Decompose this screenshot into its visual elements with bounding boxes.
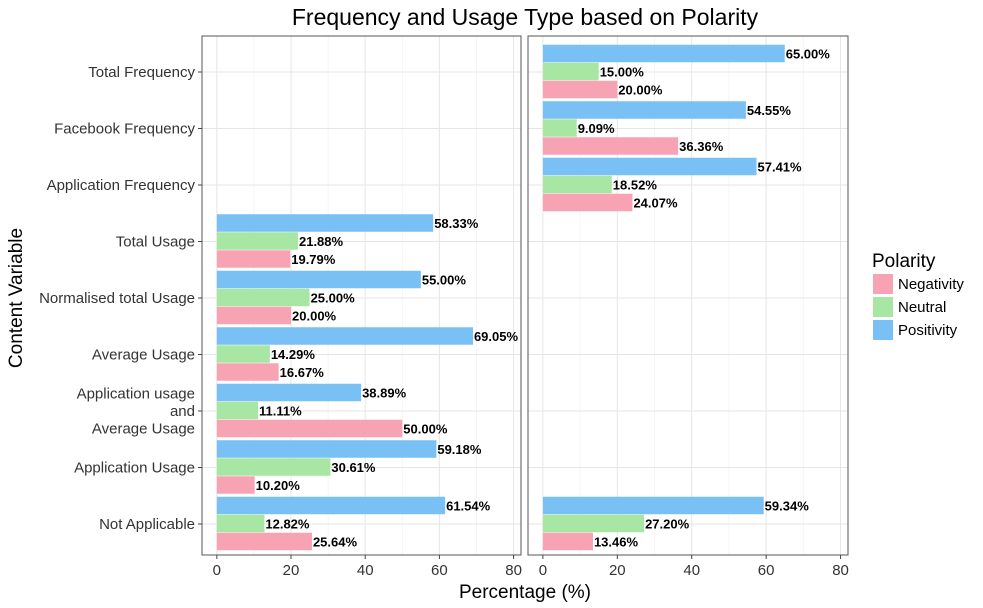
- bar-negativity-not-applicable: [542, 532, 593, 551]
- data-label-positivity: 58.33%: [434, 216, 479, 231]
- bar-neutral-average-usage: [216, 345, 270, 363]
- chart-title: Frequency and Usage Type based on Polari…: [292, 4, 759, 30]
- data-label-positivity: 55.00%: [422, 273, 467, 288]
- x-axis-title: Percentage (%): [459, 582, 591, 603]
- legend-swatch-positivity: [873, 320, 893, 340]
- data-label-positivity: 69.05%: [474, 329, 519, 344]
- bar-negativity-average-usage: [216, 363, 279, 381]
- x-tick-label: 80: [505, 562, 522, 579]
- x-tick-label: 40: [683, 562, 700, 579]
- x-tick-label: 0: [213, 562, 221, 579]
- panel-right: 20.00% 36.36% 24.07% 13.46% 15.00% 9.09% 18.52…: [527, 35, 849, 579]
- legend-label-negativity: Negativity: [898, 276, 964, 293]
- y-tick-label-facebook-frequency: Facebook Frequency: [54, 121, 195, 138]
- data-label-neutral: 15.00%: [600, 65, 645, 80]
- x-tick-label: 20: [283, 562, 300, 579]
- bar-positivity-application-usage-and-average-usage: [216, 383, 362, 402]
- y-tick-label-normalised-total-usage: Normalised total Usage: [39, 290, 195, 307]
- x-tick-label: 20: [609, 562, 626, 579]
- panel-left: 19.79% 20.00% 16.67% 50.00% 10.20% 25.64% 21.8…: [201, 35, 522, 579]
- data-label-negativity: 19.79%: [291, 252, 336, 267]
- data-label-neutral: 27.20%: [645, 517, 690, 532]
- bar-negativity-total-frequency: [542, 80, 618, 99]
- bar-positivity-not-applicable: [216, 496, 446, 515]
- data-label-negativity: 25.64%: [313, 535, 358, 550]
- data-label-neutral: 21.88%: [299, 234, 344, 249]
- bar-positivity-normalised-total-usage: [216, 270, 421, 289]
- panel-border: [527, 35, 849, 556]
- y-tick-label-total-usage: Total Usage: [116, 234, 195, 251]
- x-tick-label: 80: [832, 562, 849, 579]
- data-label-positivity: 59.18%: [437, 442, 482, 457]
- bar-neutral-total-usage: [216, 232, 298, 250]
- bar-neutral-application-usage-and-average-usage: [216, 401, 259, 420]
- data-label-positivity: 57.41%: [758, 160, 803, 175]
- data-label-neutral: 12.82%: [265, 517, 310, 532]
- data-label-negativity: 10.20%: [256, 478, 301, 493]
- data-label-positivity: 61.54%: [446, 499, 491, 514]
- data-label-positivity: 59.34%: [765, 499, 810, 514]
- data-label-neutral: 14.29%: [271, 347, 316, 362]
- bar-neutral-normalised-total-usage: [216, 288, 310, 307]
- data-label-positivity: 54.55%: [747, 103, 792, 118]
- y-axis-title: Content Variable: [6, 228, 27, 368]
- bar-negativity-normalised-total-usage: [216, 306, 292, 325]
- data-label-negativity: 16.67%: [280, 365, 325, 380]
- data-label-neutral: 9.09%: [578, 121, 615, 136]
- bar-negativity-facebook-frequency: [542, 137, 679, 155]
- bar-positivity-total-usage: [216, 214, 434, 232]
- data-label-negativity: 13.46%: [594, 535, 639, 550]
- data-label-negativity: 36.36%: [679, 139, 724, 154]
- y-axis-tick-labels: Total Frequency Facebook Frequency Applica…: [39, 64, 202, 533]
- bar-negativity-application-usage: [216, 476, 255, 494]
- legend-swatch-neutral: [873, 297, 893, 317]
- legend-label-neutral: Neutral: [898, 299, 946, 316]
- x-tick-label: 0: [539, 562, 547, 579]
- bar-positivity-application-frequency: [542, 157, 757, 176]
- y-tick-label-not-applicable: Not Applicable: [99, 516, 195, 533]
- bar-neutral-not-applicable: [542, 514, 645, 533]
- data-label-negativity: 20.00%: [618, 83, 663, 98]
- bar-positivity-average-usage: [216, 327, 473, 345]
- bar-negativity-application-frequency: [542, 193, 633, 212]
- bar-neutral-not-applicable: [216, 514, 265, 533]
- data-label-negativity: 50.00%: [403, 422, 448, 437]
- x-tick-label: 40: [357, 562, 374, 579]
- data-label-negativity: 24.07%: [633, 196, 678, 211]
- data-label-positivity: 65.00%: [786, 47, 831, 62]
- legend-label-positivity: Positivity: [898, 322, 958, 339]
- bar-neutral-facebook-frequency: [542, 119, 577, 137]
- data-label-positivity: 38.89%: [362, 386, 407, 401]
- panel-background: [528, 36, 848, 555]
- bar-positivity-not-applicable: [542, 496, 764, 515]
- panel-border: [201, 35, 522, 556]
- y-tick-label-application-frequency: Application Frequency: [47, 177, 196, 194]
- y-tick-label-application-usage: Application Usage: [74, 460, 195, 477]
- bar-neutral-total-frequency: [542, 62, 599, 81]
- y-tick-label-total-frequency: Total Frequency: [88, 64, 195, 81]
- bar-positivity-total-frequency: [542, 44, 785, 63]
- y-tick-label-average-usage: Average Usage: [92, 347, 195, 364]
- data-label-negativity: 20.00%: [292, 309, 337, 324]
- bar-neutral-application-usage: [216, 458, 331, 476]
- bar-negativity-total-usage: [216, 250, 291, 268]
- x-tick-label: 60: [758, 562, 775, 579]
- y-tick-label-application-usage-and-average-usage: Application usage and Average Usage: [77, 386, 195, 438]
- x-tick-label: 60: [431, 562, 448, 579]
- bar-negativity-not-applicable: [216, 532, 312, 551]
- data-label-neutral: 11.11%: [259, 404, 302, 419]
- bar-positivity-application-usage: [216, 440, 437, 458]
- legend: Polarity Negativity Neutral Positivity: [872, 251, 964, 340]
- data-label-neutral: 18.52%: [613, 178, 658, 193]
- data-label-neutral: 30.61%: [331, 460, 376, 475]
- legend-swatch-negativity: [873, 274, 893, 294]
- chart-panels: 19.79% 20.00% 16.67% 50.00% 10.20% 25.64% 21.8…: [201, 35, 849, 579]
- bar-neutral-application-frequency: [542, 175, 612, 194]
- bar-positivity-facebook-frequency: [542, 101, 746, 119]
- legend-title: Polarity: [872, 251, 936, 272]
- bar-negativity-application-usage-and-average-usage: [216, 419, 403, 438]
- data-label-neutral: 25.00%: [311, 291, 356, 306]
